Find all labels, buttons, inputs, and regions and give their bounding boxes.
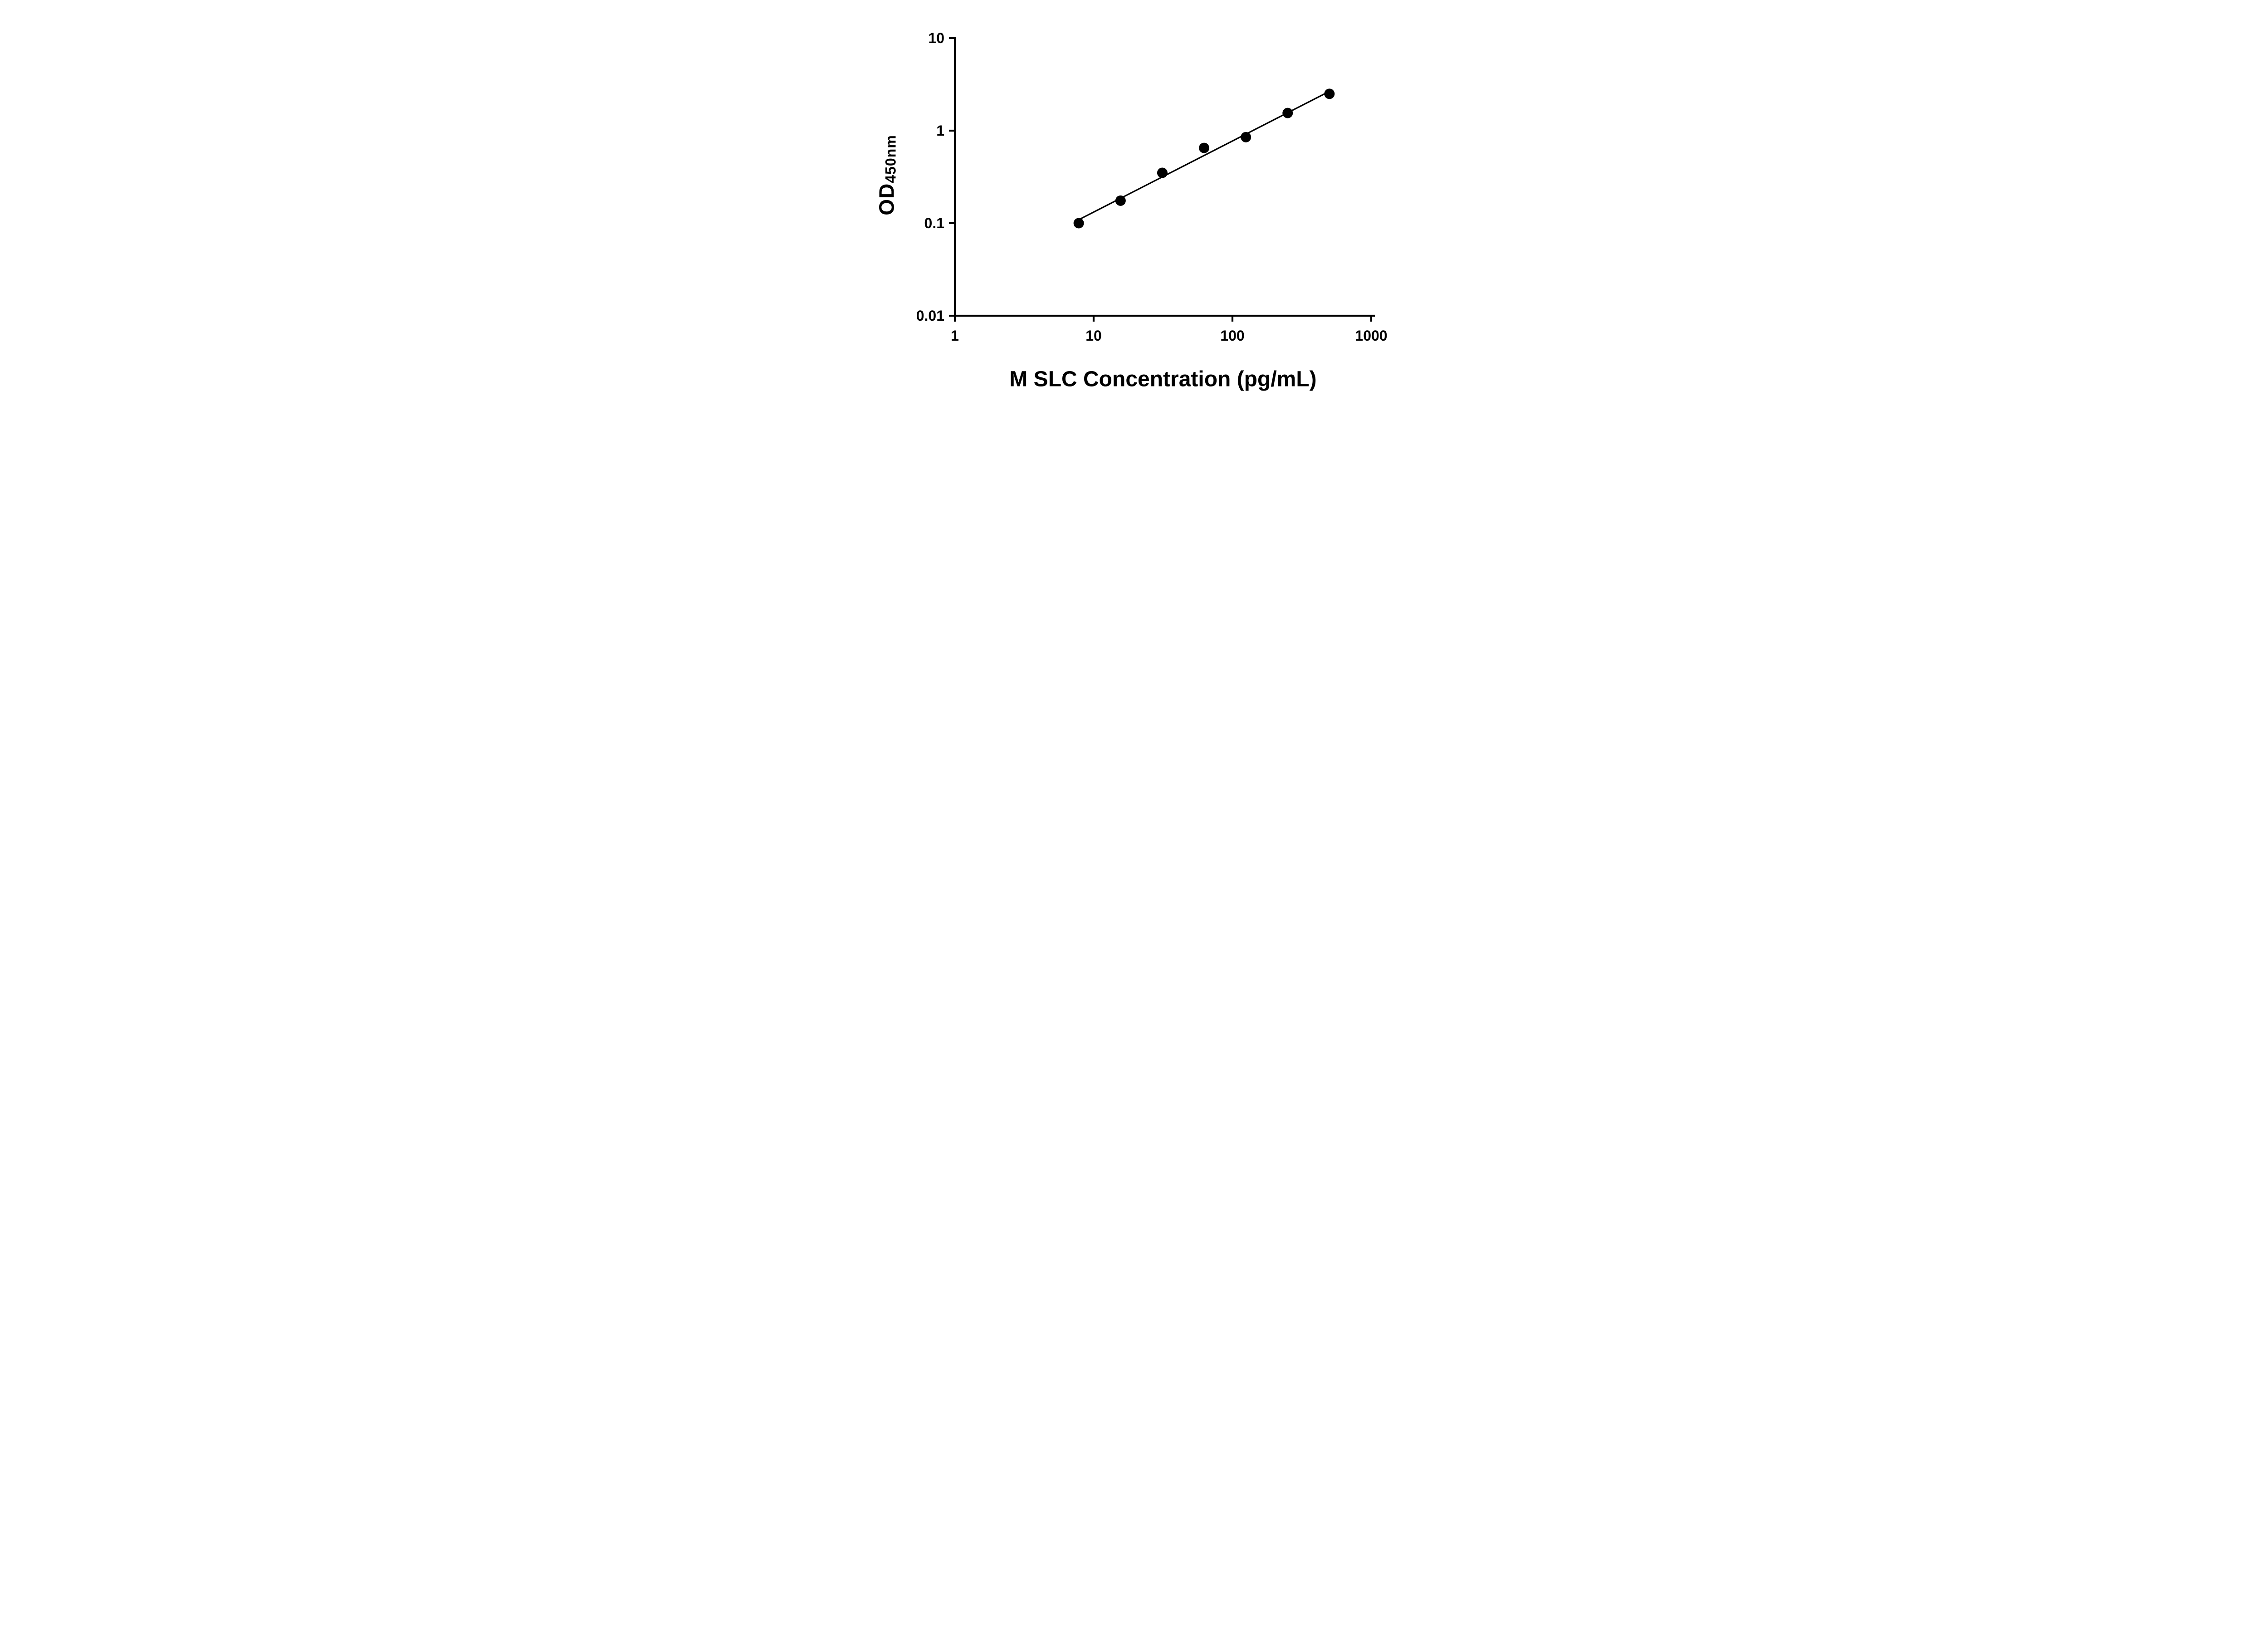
data-point: [1282, 108, 1293, 118]
y-axis-title-base: OD: [875, 183, 899, 215]
y-axis-tick-label: 0.1: [924, 215, 944, 231]
elisa-standard-curve-figure: 1 10 100 1000 0.01 0.1 1 10 OD450nm M SLC Conce…: [842, 0, 1426, 408]
y-axis-title: OD450nm: [875, 135, 899, 215]
data-point: [1324, 88, 1335, 99]
chart-plot-area: 1 10 100 1000 0.01 0.1 1 10: [916, 30, 1388, 344]
y-axis-tick-label: 0.01: [916, 308, 944, 324]
y-axis-title-subscript: 450nm: [882, 135, 899, 183]
x-axis-tick-label: 1: [951, 328, 959, 344]
x-axis-tick-label: 1000: [1355, 328, 1387, 344]
data-point: [1241, 132, 1251, 142]
data-point: [1157, 167, 1168, 178]
data-point: [1073, 218, 1084, 229]
x-axis-tick-label: 100: [1220, 328, 1244, 344]
y-axis-tick-label: 10: [928, 30, 944, 46]
data-point: [1199, 142, 1210, 153]
data-point: [1115, 195, 1126, 206]
x-axis-tick-label: 10: [1085, 328, 1102, 344]
y-axis-tick-label: 1: [936, 122, 944, 139]
x-axis-title: M SLC Concentration (pg/mL): [1009, 367, 1317, 391]
